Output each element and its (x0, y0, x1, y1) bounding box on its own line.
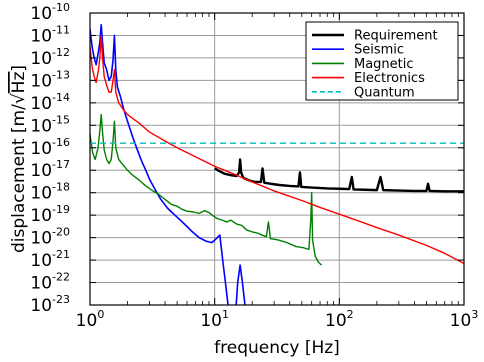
y-tick-label: 10-21 (30, 248, 70, 271)
y-tick-label: 10-15 (30, 113, 70, 136)
x-axis-label: frequency [Hz] (214, 338, 340, 358)
series-line-seismic-tail (235, 264, 246, 305)
axis-ticks (90, 13, 464, 305)
y-axis-label-sqrt: √ (9, 93, 29, 104)
legend-entry: Seismic (354, 43, 404, 58)
svg-text:displacement [m/√Hz]: displacement [m/√Hz] (9, 65, 29, 253)
y-tick-label: 10-18 (30, 181, 70, 204)
series-line-electronics (90, 34, 464, 265)
y-tick-label: 10-16 (30, 136, 70, 159)
y-tick-label: 10-14 (30, 91, 70, 114)
legend-entry: Quantum (354, 85, 415, 100)
y-tick-label: 10-19 (30, 203, 70, 226)
series-line-requirement (214, 158, 464, 193)
grid-lines (90, 13, 464, 305)
tick-labels: 100 101 102 10310-1010-1110-1210-1310-1410-… (30, 1, 478, 331)
plot-frame (89, 12, 465, 306)
y-axis-label-close: ] (9, 65, 29, 72)
x-tick-label: 103 (450, 308, 479, 331)
legend-entry: Magnetic (354, 57, 414, 72)
y-axis-label-hz: Hz (9, 72, 29, 94)
y-tick-label: 10-17 (30, 158, 70, 181)
y-tick-label: 10-20 (30, 226, 70, 249)
legend-entry: Requirement (354, 29, 438, 44)
legend-entry: Electronics (354, 71, 425, 86)
y-tick-label: 10-10 (30, 1, 70, 24)
x-tick-label: 100 (76, 308, 105, 331)
y-tick-label: 10-13 (30, 68, 70, 91)
series-lines (90, 23, 464, 305)
series-line-magnetic (90, 113, 323, 266)
x-tick-label: 101 (200, 308, 229, 331)
y-tick-label: 10-22 (30, 271, 70, 294)
x-tick-label: 102 (325, 308, 354, 331)
y-tick-label: 10-11 (30, 23, 70, 46)
y-tick-label: 10-23 (30, 293, 70, 316)
y-axis-label: displacement [m/√Hz] (9, 65, 29, 253)
series-line-seismic (90, 23, 229, 305)
y-axis-label-main: displacement [m/ (9, 104, 29, 253)
legend: RequirementSeismicMagneticElectronicsQua… (305, 21, 459, 101)
y-tick-label: 10-12 (30, 46, 70, 69)
